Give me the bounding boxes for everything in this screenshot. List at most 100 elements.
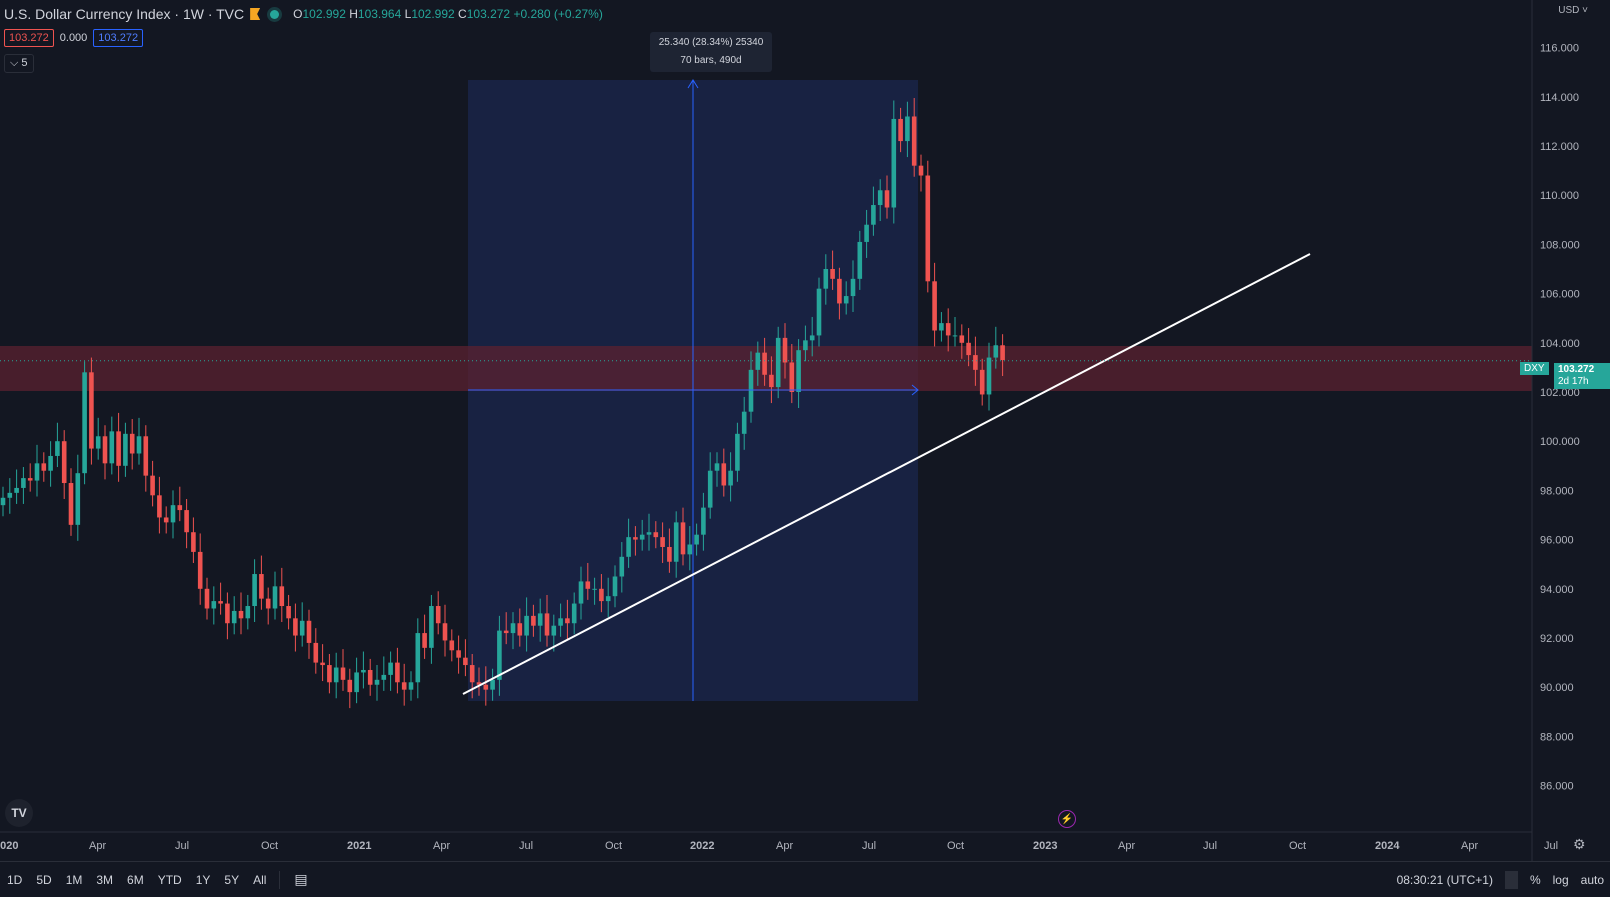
- candle-body: [340, 667, 346, 680]
- candle-body: [905, 116, 910, 142]
- candle-body: [313, 642, 319, 663]
- range-3m[interactable]: 3M: [96, 872, 114, 887]
- candle-body: [75, 473, 81, 525]
- candle-body: [408, 682, 414, 690]
- candle-body: [728, 470, 733, 486]
- candle-body: [789, 362, 795, 392]
- indicators-toggle[interactable]: ⌵ 5: [4, 54, 34, 73]
- candle-body: [463, 657, 468, 666]
- toolbar-right: 08:30:21 (UTC+1) % log auto: [1391, 870, 1610, 889]
- candle-body: [157, 495, 162, 518]
- candle-body: [14, 487, 19, 493]
- percent-toggle[interactable]: %: [1529, 872, 1541, 887]
- measure-arrow-up: [687, 79, 699, 89]
- candle-body: [177, 505, 183, 511]
- candle-body: [272, 586, 278, 609]
- candle-body: [415, 633, 421, 683]
- range-1m[interactable]: 1M: [65, 872, 83, 887]
- chart-header: U.S. Dollar Currency Index · 1W · TVC O1…: [4, 6, 603, 22]
- candle-body: [150, 475, 155, 496]
- candle-body: [945, 323, 951, 336]
- bar-countdown: 2d 17h: [1558, 376, 1589, 387]
- candle-body: [483, 684, 489, 690]
- auto-toggle[interactable]: auto: [1580, 872, 1604, 887]
- candlestick-chart[interactable]: 116.000 114.000 112.000 110.000 108.000 106.0…: [0, 0, 1610, 861]
- candle-body: [123, 433, 128, 466]
- candle-body: [531, 615, 536, 626]
- price-tick-label: 92.000: [1540, 633, 1574, 645]
- candle-body: [510, 623, 516, 634]
- candle-body: [354, 672, 359, 693]
- candle-body: [925, 175, 931, 282]
- gear-icon[interactable]: ⚙: [1573, 836, 1586, 852]
- clock[interactable]: 08:30:21 (UTC+1): [1396, 872, 1493, 887]
- candle-body: [401, 682, 407, 690]
- range-5y[interactable]: 5Y: [224, 872, 240, 887]
- candle-body: [823, 269, 829, 289]
- candle-body: [245, 606, 251, 619]
- candle-body: [769, 374, 774, 388]
- range-all[interactable]: All: [253, 872, 267, 887]
- candle-body: [327, 665, 332, 683]
- measure-arrow-right: [911, 384, 919, 396]
- candle-body: [612, 576, 618, 597]
- candle-body: [367, 669, 373, 685]
- bottom-toolbar: 1D 5D 1M 3M 6M YTD 1Y 5Y All ▤ 08:30:21 …: [0, 861, 1610, 897]
- candle-body: [279, 586, 285, 607]
- symbol-title[interactable]: U.S. Dollar Currency Index · 1W · TVC: [4, 6, 245, 22]
- quote-badges: 103.272 0.000 103.272: [4, 29, 144, 47]
- range-6m[interactable]: 6M: [127, 872, 144, 887]
- candle-body: [599, 588, 604, 602]
- candle-body: [517, 623, 523, 636]
- candle-body: [558, 618, 563, 626]
- candle-body: [238, 610, 244, 619]
- currency-selector[interactable]: USD ˅: [1558, 5, 1588, 16]
- flash-icon[interactable]: ⚡: [1058, 810, 1076, 828]
- calendar-icon[interactable]: ▤: [294, 871, 308, 887]
- candle-body: [775, 337, 781, 388]
- candle-body: [816, 288, 822, 336]
- last-price-tag: 103.272 2d 17h: [1554, 363, 1610, 389]
- candle-body: [673, 522, 679, 562]
- candle-body: [435, 606, 441, 624]
- candle-body: [918, 165, 924, 176]
- candle-body: [898, 118, 903, 142]
- price-tick-label: 112.000: [1540, 141, 1579, 153]
- candle-body: [89, 372, 94, 449]
- candle-body: [469, 665, 475, 683]
- candle-body: [21, 478, 26, 488]
- candle-body: [755, 352, 761, 370]
- candle-body: [143, 436, 149, 476]
- range-1y[interactable]: 1Y: [195, 872, 211, 887]
- candle-body: [163, 517, 169, 523]
- range-5d[interactable]: 5D: [36, 872, 52, 887]
- flag-icon[interactable]: [250, 8, 261, 20]
- ask-badge[interactable]: 103.272: [93, 29, 144, 47]
- time-tick-label: 2024: [1375, 840, 1400, 852]
- log-toggle[interactable]: log: [1552, 872, 1569, 887]
- bid-badge[interactable]: 103.272: [4, 29, 54, 47]
- candle-body: [843, 296, 849, 304]
- candle-body: [211, 601, 217, 609]
- spread-value: 0.000: [59, 32, 88, 44]
- candle-body: [694, 534, 699, 545]
- price-tick-label: 90.000: [1540, 682, 1574, 694]
- range-1d[interactable]: 1D: [7, 872, 23, 887]
- candle-body: [626, 537, 631, 557]
- candle-body: [850, 278, 856, 297]
- candle-body: [0, 497, 6, 506]
- candle-body: [959, 335, 965, 343]
- candle-body: [721, 463, 727, 486]
- candle-body: [374, 679, 380, 685]
- time-tick-label: Jul: [519, 840, 533, 852]
- candle-body: [565, 618, 570, 624]
- candle-body: [503, 630, 509, 634]
- tradingview-logo-icon[interactable]: TV: [5, 799, 33, 827]
- candle-body: [102, 436, 108, 464]
- candle-body: [497, 630, 502, 680]
- candle-body: [395, 662, 400, 683]
- time-tick-label: Jul: [175, 840, 189, 852]
- price-tick-label: 96.000: [1540, 535, 1574, 547]
- candle-body: [857, 241, 863, 279]
- range-ytd[interactable]: YTD: [157, 872, 182, 887]
